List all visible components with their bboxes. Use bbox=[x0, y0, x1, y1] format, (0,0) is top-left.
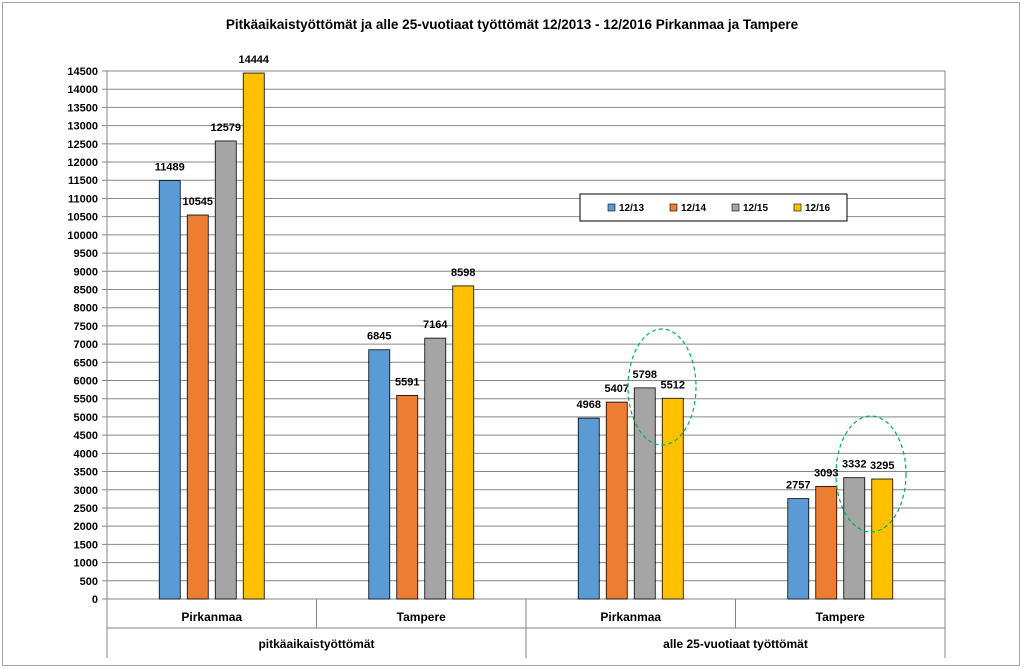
data-label: 8598 bbox=[451, 267, 475, 279]
legend-label: 12/13 bbox=[619, 203, 644, 214]
data-label: 5512 bbox=[661, 379, 685, 391]
y-tick-label: 11500 bbox=[68, 175, 98, 187]
bar-12-14 bbox=[605, 401, 628, 600]
category-label: Tampere bbox=[816, 610, 865, 624]
legend-box bbox=[579, 193, 848, 222]
y-tick-label: 5000 bbox=[74, 412, 98, 424]
legend-label: 12/14 bbox=[681, 203, 706, 214]
y-tick-label: 12000 bbox=[67, 157, 98, 169]
y-tick-label: 4000 bbox=[74, 448, 98, 460]
bar-12-15 bbox=[843, 477, 866, 600]
bar-12-15 bbox=[633, 387, 656, 600]
legend-swatch bbox=[607, 203, 616, 212]
y-tick-label: 7000 bbox=[74, 339, 98, 351]
legend-swatch bbox=[731, 203, 740, 212]
data-label: 14444 bbox=[238, 54, 269, 66]
y-tick-label: 14000 bbox=[67, 84, 98, 96]
y-tick-label: 1500 bbox=[74, 539, 98, 551]
group-label: pitkäaikaistyöttömät bbox=[258, 637, 374, 651]
bar-12-13 bbox=[577, 417, 600, 600]
y-tick-label: 3000 bbox=[74, 485, 98, 497]
data-label: 5407 bbox=[605, 383, 629, 395]
legend-label: 12/16 bbox=[805, 203, 830, 214]
bar-12-16 bbox=[242, 72, 265, 600]
y-tick-label: 7500 bbox=[74, 321, 98, 333]
bar-12-13 bbox=[158, 180, 181, 600]
y-tick-label: 3500 bbox=[74, 467, 98, 479]
y-tick-label: 1000 bbox=[74, 558, 98, 570]
bar-12-14 bbox=[186, 214, 209, 600]
category-label: Tampere bbox=[397, 610, 446, 624]
highlight-ellipse bbox=[627, 328, 697, 446]
y-tick-label: 13000 bbox=[67, 121, 98, 133]
y-tick-label: 6500 bbox=[74, 357, 98, 369]
y-tick-label: 500 bbox=[80, 576, 98, 588]
y-tick-label: 5500 bbox=[74, 394, 98, 406]
data-label: 5798 bbox=[633, 369, 657, 381]
data-label: 3093 bbox=[814, 467, 838, 479]
group-label: alle 25-vuotiaat työttömät bbox=[663, 637, 808, 651]
legend-label: 12/15 bbox=[743, 203, 768, 214]
y-tick-label: 2500 bbox=[74, 503, 98, 515]
legend-swatch bbox=[793, 203, 802, 212]
data-label: 7164 bbox=[423, 319, 448, 331]
chart-title: Pitkäaikaistyöttömät ja alle 25-vuotiaat… bbox=[225, 17, 799, 32]
y-tick-label: 8000 bbox=[74, 303, 98, 315]
bar-12-16 bbox=[871, 478, 894, 600]
bar-12-16 bbox=[661, 397, 684, 600]
bar-12-14 bbox=[396, 395, 419, 600]
bar-12-15 bbox=[214, 140, 237, 600]
data-label: 4968 bbox=[577, 399, 601, 411]
data-label: 5591 bbox=[395, 376, 419, 388]
data-label: 3295 bbox=[870, 460, 894, 472]
bar-12-13 bbox=[368, 349, 391, 600]
highlight-ellipse bbox=[835, 415, 907, 533]
y-tick-label: 4500 bbox=[74, 430, 98, 442]
y-tick-label: 0 bbox=[92, 594, 98, 606]
bar-12-15 bbox=[424, 337, 447, 600]
bar-12-16 bbox=[452, 285, 475, 600]
y-tick-label: 10000 bbox=[67, 230, 98, 242]
bar-12-14 bbox=[815, 485, 838, 600]
data-label: 10545 bbox=[182, 196, 213, 208]
y-tick-label: 14500 bbox=[67, 66, 98, 78]
category-label: Pirkanmaa bbox=[600, 610, 661, 624]
y-tick-label: 9500 bbox=[74, 248, 98, 260]
data-label: 3332 bbox=[842, 459, 866, 471]
y-tick-label: 9000 bbox=[74, 266, 98, 278]
y-tick-label: 10500 bbox=[67, 212, 98, 224]
y-tick-label: 11000 bbox=[68, 193, 98, 205]
data-label: 6845 bbox=[367, 331, 391, 343]
data-label: 2757 bbox=[786, 480, 810, 492]
category-label: Pirkanmaa bbox=[181, 610, 242, 624]
y-tick-label: 8500 bbox=[74, 284, 98, 296]
y-tick-label: 2000 bbox=[74, 521, 98, 533]
legend-swatch bbox=[669, 203, 678, 212]
data-label: 11489 bbox=[155, 162, 185, 174]
data-label: 12579 bbox=[210, 122, 241, 134]
y-tick-label: 13500 bbox=[67, 102, 98, 114]
y-tick-label: 6000 bbox=[74, 376, 98, 388]
y-tick-label: 12500 bbox=[67, 139, 98, 151]
bar-12-13 bbox=[787, 498, 810, 600]
